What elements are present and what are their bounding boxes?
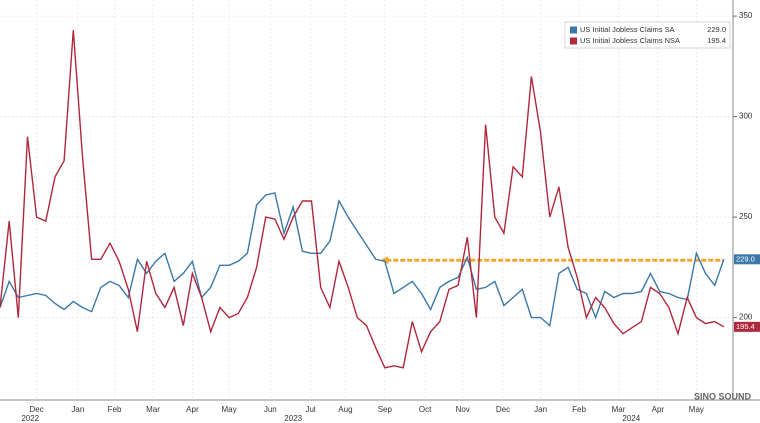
x-tick-label: Feb xyxy=(108,405,122,414)
x-tick-label: Oct xyxy=(419,405,432,414)
legend-value: 229.0 xyxy=(707,25,726,34)
legend-value: 195.4 xyxy=(707,36,726,45)
legend-swatch xyxy=(570,26,577,34)
x-tick-label: Nov xyxy=(456,405,470,414)
year-label: 2023 xyxy=(284,414,302,423)
last-value-tag xyxy=(734,254,760,265)
x-tick-label: Sep xyxy=(378,405,393,414)
y-tick-label: 350 xyxy=(739,11,753,20)
watermark: SINO SOUND xyxy=(694,391,752,401)
last-value-tag xyxy=(734,321,760,332)
x-tick-label: Dec xyxy=(496,405,510,414)
x-tick-label: Mar xyxy=(146,405,160,414)
series-line xyxy=(0,192,725,327)
legend-box xyxy=(564,21,731,49)
x-tick-label: Dec xyxy=(30,405,44,414)
series-line xyxy=(0,30,725,369)
year-label: 2024 xyxy=(622,414,640,423)
y-tick-label: 200 xyxy=(739,313,753,322)
x-tick-label: May xyxy=(222,405,237,414)
x-tick-label: Feb xyxy=(572,405,586,414)
x-tick-label: Aug xyxy=(338,405,352,414)
y-tick-label: 300 xyxy=(739,112,753,121)
year-label: 2022 xyxy=(21,414,39,423)
legend-label: US Initial Jobless Claims NSA xyxy=(580,36,680,45)
y-tick-label: 250 xyxy=(739,212,753,221)
x-tick-label: Jul xyxy=(305,405,315,414)
x-tick-label: Jan xyxy=(71,405,84,414)
x-tick-label: Mar xyxy=(612,405,626,414)
last-value-label: 229.0 xyxy=(736,254,755,263)
x-tick-label: Jun xyxy=(264,405,277,414)
x-tick-label: May xyxy=(689,405,704,414)
last-value-label: 195.4 xyxy=(736,322,755,331)
x-tick-label: Jan xyxy=(534,405,547,414)
arrow-head xyxy=(380,256,389,265)
legend: US Initial Jobless Claims SA 229.0 US Init… xyxy=(564,21,731,49)
x-tick-label: Apr xyxy=(186,405,199,414)
legend-swatch xyxy=(570,37,577,45)
legend-label: US Initial Jobless Claims SA xyxy=(580,25,675,34)
x-tick-label: Apr xyxy=(652,405,665,414)
